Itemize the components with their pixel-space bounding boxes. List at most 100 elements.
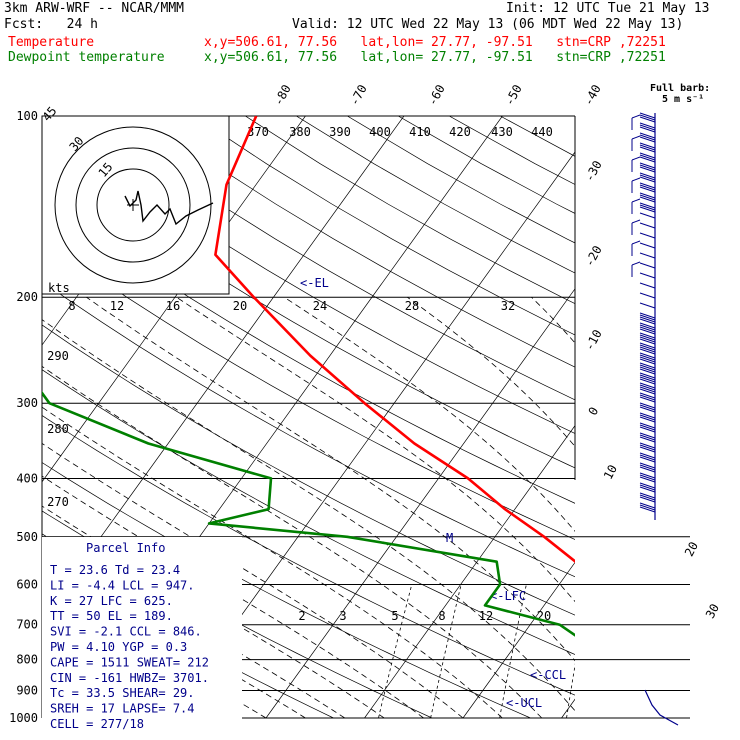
- wind-barb: [639, 134, 656, 141]
- wind-barb: [639, 342, 656, 349]
- wind-barb: [639, 132, 656, 139]
- dry-adiabat-line: [449, 116, 575, 185]
- pressure-tick-label: 600: [16, 577, 38, 591]
- wind-barb: [639, 144, 656, 151]
- wind-barb: [639, 482, 656, 489]
- wind-barb: [639, 364, 656, 371]
- parcel-info-background: [42, 537, 242, 719]
- isotherm-label: 10: [601, 462, 620, 481]
- wind-barb: [639, 504, 656, 511]
- wind-barb: [639, 196, 656, 203]
- parcel-info-row: T = 23.6 Td = 23.4: [50, 563, 180, 577]
- wind-barb: [639, 322, 656, 329]
- isotherm-label: 20: [682, 539, 701, 558]
- wind-barb: [639, 444, 656, 451]
- wind-barb: [639, 182, 656, 189]
- mixing-ratio-low-label: 5: [391, 609, 398, 623]
- wind-barb: [639, 412, 656, 419]
- wind-barb: [639, 496, 656, 503]
- wind-barb: [639, 414, 656, 421]
- mixing-ratio-low-label: 2: [298, 609, 305, 623]
- wind-barb: [639, 312, 656, 319]
- dry-adiabat-line: [42, 324, 575, 616]
- parcel-info-panel: Parcel Info T = 23.6 Td = 23.4LI = -4.4 L…: [42, 537, 242, 731]
- wind-barb: [631, 240, 641, 245]
- wind-barb: [639, 454, 656, 461]
- wind-barb: [639, 394, 656, 401]
- mixing-ratio-line: [430, 584, 462, 719]
- wind-barb: [639, 126, 656, 133]
- level-annotation: <-LFC: [490, 589, 526, 603]
- wind-barb: [639, 252, 656, 259]
- wind-barb: [639, 154, 656, 161]
- wind-barb: [639, 386, 656, 393]
- dry-adiabat-line: [245, 116, 575, 305]
- theta-label: 440: [531, 125, 553, 139]
- mixing-ratio-top-label: 8: [68, 299, 75, 313]
- mixing-ratio-top-label: 12: [110, 299, 124, 313]
- pressure-tick-label: 500: [16, 530, 38, 544]
- parcel-info-row: Tc = 33.5 SHEAR= 29.: [50, 686, 195, 700]
- level-annotation: <-CCL: [530, 668, 566, 682]
- parcel-info-row: SVI = -2.1 CCL = 846.: [50, 625, 202, 639]
- parcel-info-row: CIN = -161 HWBZ= 3701.: [50, 671, 209, 685]
- wind-barb: [639, 176, 656, 183]
- profile-lines: [42, 116, 575, 637]
- isotherm-label: -10: [582, 327, 605, 353]
- dry-adiabat-line: [42, 238, 575, 540]
- pressure-tick-label: 700: [16, 618, 38, 632]
- wind-barb: [639, 378, 656, 385]
- dewpoint-label: Dewpoint temperature: [8, 50, 165, 65]
- wind-barb: [639, 152, 656, 159]
- wind-barb: [639, 456, 656, 463]
- isotherm-label: -30: [582, 158, 605, 184]
- wind-barbs: [631, 112, 679, 726]
- wind-barb: [639, 486, 656, 493]
- theta-label: 410: [409, 125, 431, 139]
- wind-barb: [639, 382, 656, 389]
- wind-barb: [639, 366, 656, 373]
- wind-barb: [639, 202, 656, 209]
- wind-barb: [639, 122, 656, 129]
- wind-barb: [631, 135, 641, 140]
- isotherm-label: -40: [581, 82, 604, 108]
- wind-barb: [639, 142, 656, 149]
- moist-adiabat-line: [86, 296, 575, 662]
- theta-label: 430: [491, 125, 513, 139]
- dry-adiabat-line: [42, 415, 575, 696]
- wind-barb: [639, 162, 656, 169]
- wind-barb: [639, 372, 656, 379]
- surface-wind-barb: [644, 689, 679, 726]
- mixing-ratio-low-label: 12: [479, 609, 493, 623]
- dry-adiabat-line: [92, 116, 575, 401]
- moist-adiabat-line: [176, 296, 575, 603]
- model-title: 3km ARW-WRF -- NCAR/MMM: [4, 1, 185, 16]
- wind-barb: [639, 172, 656, 179]
- wind-barb: [639, 492, 656, 499]
- mixing-ratio-line: [566, 663, 575, 719]
- barb-legend-title: Full barb:: [650, 83, 711, 94]
- wind-barb: [639, 206, 656, 213]
- parcel-info-row: CELL = 277/18: [50, 717, 144, 731]
- hodograph-ring: [75, 147, 191, 263]
- moist-adiabat-line: [283, 296, 575, 532]
- wind-barb: [639, 166, 656, 173]
- wind-barb: [639, 146, 656, 153]
- wind-barb: [639, 212, 656, 219]
- wind-barb: [639, 116, 656, 123]
- mixing-ratio-top-label: 24: [313, 299, 327, 313]
- parcel-info-row: SREH = 17 LAPSE= 7.4: [50, 702, 195, 716]
- mixing-ratio-line: [499, 584, 527, 719]
- wind-barb: [639, 318, 656, 325]
- wind-barb: [639, 406, 656, 413]
- wind-barb: [639, 114, 656, 121]
- wind-barb: [631, 156, 641, 161]
- wind-barb: [639, 474, 656, 481]
- temperature-label: Temperature: [8, 35, 95, 50]
- pressure-tick-label: 400: [16, 471, 38, 485]
- wind-barb: [639, 336, 656, 343]
- valid-time: Valid: 12 UTC Wed 22 May 13 (06 MDT Wed …: [292, 17, 684, 32]
- wind-barb: [639, 466, 656, 473]
- wind-barb: [639, 374, 656, 381]
